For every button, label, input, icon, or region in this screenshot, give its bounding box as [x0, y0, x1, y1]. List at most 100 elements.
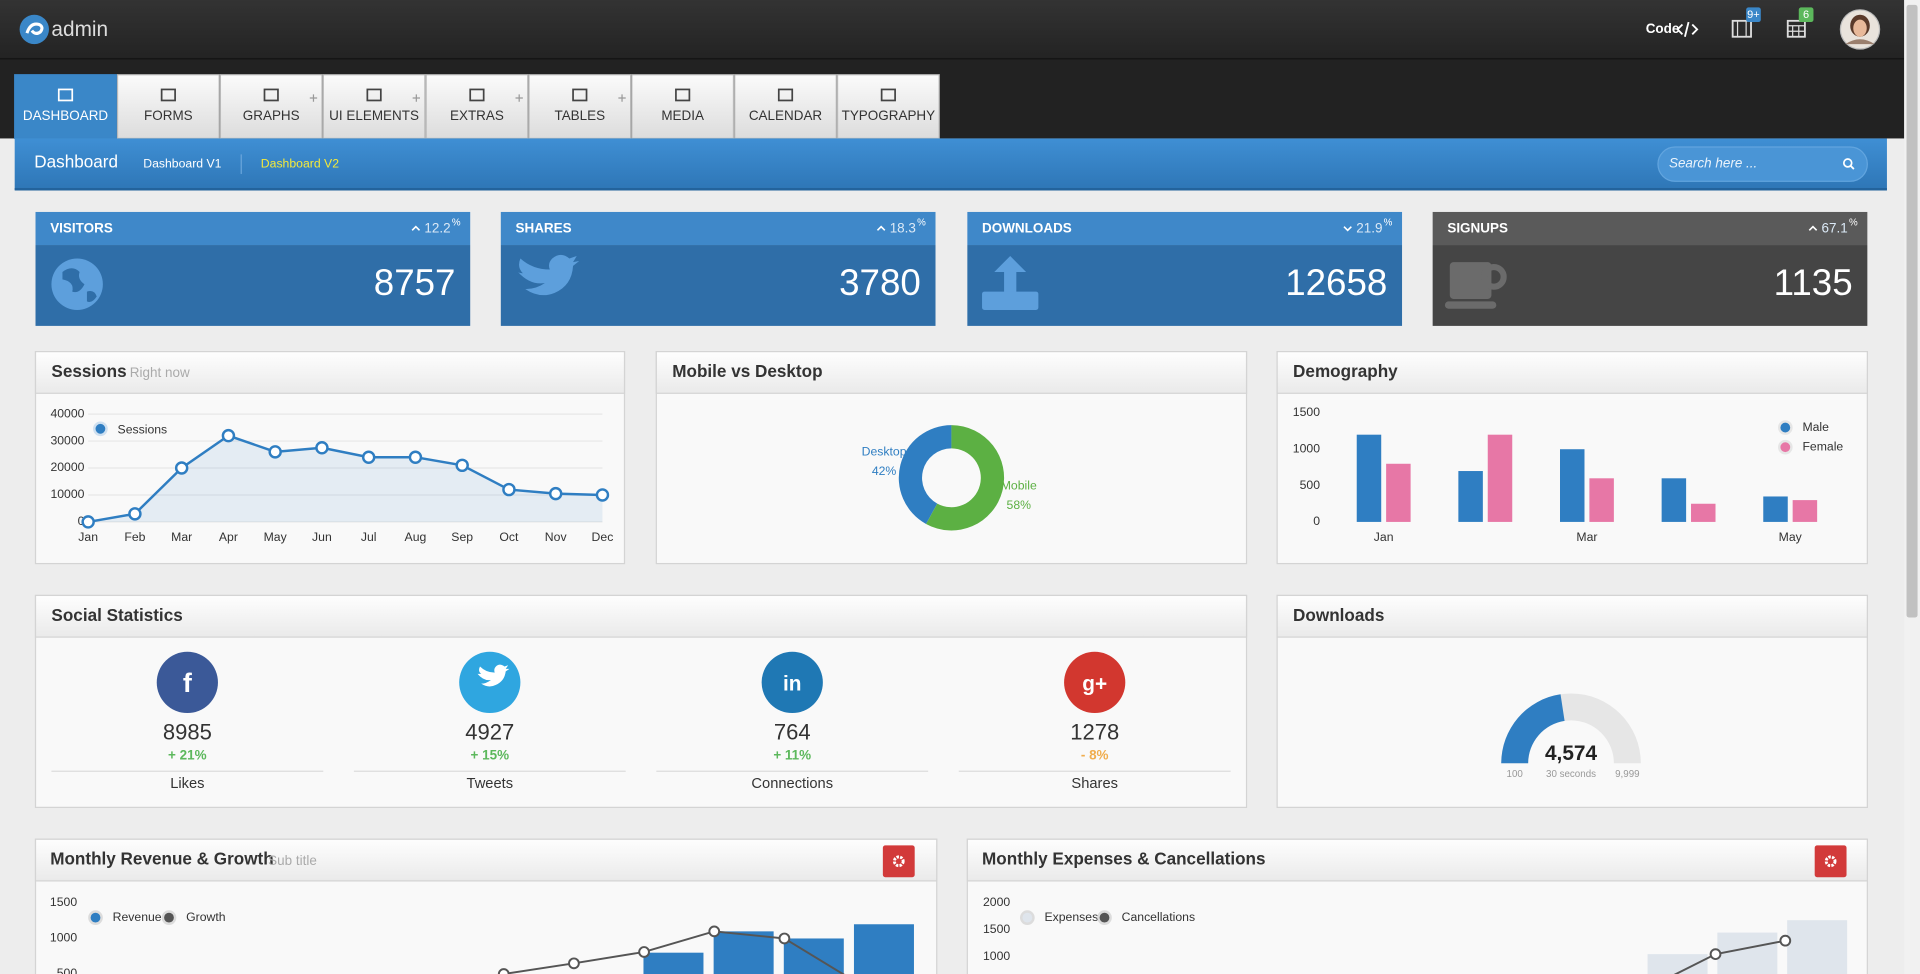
social-icon [477, 664, 510, 687]
scrollbar-thumb[interactable] [1906, 4, 1918, 618]
tab[interactable]: TABLES [528, 74, 632, 140]
tab[interactable]: GRAPHS [219, 74, 323, 140]
x-tick-label: Jan [78, 530, 98, 544]
social-item: f 8985 + 21% Likes [51, 651, 324, 792]
subheader-link[interactable]: Dashboard V2 [261, 156, 339, 170]
code-link[interactable]: Code [1646, 21, 1699, 37]
bar [713, 931, 774, 974]
slice-label: Desktop [862, 444, 907, 458]
panel-header [34, 351, 626, 394]
legend-marker [1777, 420, 1793, 435]
legend-marker [1097, 910, 1112, 925]
gauge-caption: 30 seconds [1546, 769, 1596, 780]
tab[interactable]: UI ELEMENTS [322, 74, 426, 140]
tab[interactable]: DASHBOARD [14, 74, 117, 140]
panel-subtitle: Sub title [268, 853, 317, 868]
bar [1589, 478, 1614, 522]
avatar[interactable] [1839, 9, 1881, 50]
upload-tray [982, 291, 1039, 310]
tab[interactable]: CALENDAR [734, 74, 837, 140]
line [503, 930, 845, 974]
tab-bg [631, 74, 735, 140]
social-icon-bg[interactable] [1064, 651, 1126, 714]
tab[interactable]: EXTRAS [425, 74, 529, 140]
legend-marker [161, 910, 177, 925]
social-icon: g+ [1082, 672, 1107, 695]
search-icon-handle [1850, 165, 1855, 170]
panel-header [34, 838, 938, 882]
tab-expand [515, 94, 523, 102]
point [778, 932, 791, 945]
y-tick-label: 40000 [50, 406, 84, 420]
button-bg [1814, 845, 1847, 878]
trend-arrow [411, 225, 421, 231]
search[interactable]: Search here ... [1657, 146, 1868, 182]
stat-label: DOWNLOADS [982, 221, 1072, 236]
tab-icon [160, 88, 176, 102]
stat-change: 67.1 [1822, 221, 1848, 236]
x-tick-label: Mar [1576, 530, 1597, 544]
tab-label: TABLES [554, 108, 605, 123]
badge [1746, 7, 1761, 23]
social-item: g+ 1278 - 8% Shares [958, 651, 1231, 792]
panel-header [966, 838, 1868, 882]
x-tick-label: Sep [451, 530, 473, 544]
tab[interactable]: FORMS [116, 74, 220, 140]
y-tick-label: 30000 [50, 433, 84, 447]
code-label: Code [1646, 21, 1680, 36]
bar [1356, 434, 1382, 522]
settings-button[interactable] [882, 845, 915, 878]
media-button[interactable] [1731, 19, 1752, 38]
social-label: Tweets [467, 776, 514, 792]
x-tick-label: May [264, 530, 288, 544]
x-tick-label: Jul [361, 530, 377, 544]
social-count: 764 [774, 720, 811, 745]
bar [1717, 932, 1778, 974]
stat-body [1432, 245, 1868, 326]
panel-header [1276, 594, 1868, 638]
x-tick-label: Dec [592, 530, 614, 544]
tab-bg [425, 74, 529, 140]
y-tick-label: 20000 [50, 460, 84, 474]
subheader-link[interactable]: Dashboard V1 [143, 156, 221, 170]
settings-button[interactable] [1814, 845, 1847, 878]
y-tick-label: 2000 [983, 895, 1010, 909]
point [221, 428, 236, 443]
y-tick-label: 500 [1300, 478, 1321, 492]
tab[interactable]: TYPOGRAPHY [836, 74, 940, 140]
y-tick-label: 1000 [983, 949, 1010, 963]
x-tick-label: Jun [312, 530, 332, 544]
calendar-button[interactable] [1786, 19, 1806, 38]
stat-unit: % [1849, 218, 1858, 229]
y-tick-label: 1500 [983, 922, 1010, 936]
panel-title: Monthly Expenses & Cancellations [982, 849, 1266, 869]
stat-label: SHARES [516, 221, 572, 236]
area [88, 435, 603, 522]
y-tick-label: 500 [57, 966, 78, 974]
social-change: + 21% [168, 747, 207, 762]
x-tick-label: Feb [124, 530, 145, 544]
social-icon-bg[interactable] [761, 651, 823, 714]
point [708, 925, 721, 938]
gauge-max: 9,999 [1615, 769, 1639, 780]
stat-box: SIGNUPS %67.1 1135 [1432, 211, 1868, 326]
social-icon-bg[interactable] [156, 651, 218, 714]
bar [1661, 478, 1687, 522]
x-tick-label: Nov [545, 530, 568, 544]
legend-label: Male [1802, 420, 1829, 434]
logo[interactable]: admin [19, 14, 109, 45]
bar [853, 924, 914, 974]
line [87, 434, 603, 524]
logo-mark [19, 14, 49, 45]
social-count: 8985 [163, 720, 212, 745]
x-tick-label: Aug [405, 530, 427, 544]
legend-marker [1019, 910, 1035, 925]
stat-unit: % [1384, 218, 1393, 229]
social-icon: f [183, 668, 193, 698]
subheader [14, 138, 1887, 190]
tab[interactable]: MEDIA [631, 74, 735, 140]
bird-icon [517, 254, 580, 296]
point [568, 957, 580, 970]
trend-arrow [1343, 226, 1352, 232]
